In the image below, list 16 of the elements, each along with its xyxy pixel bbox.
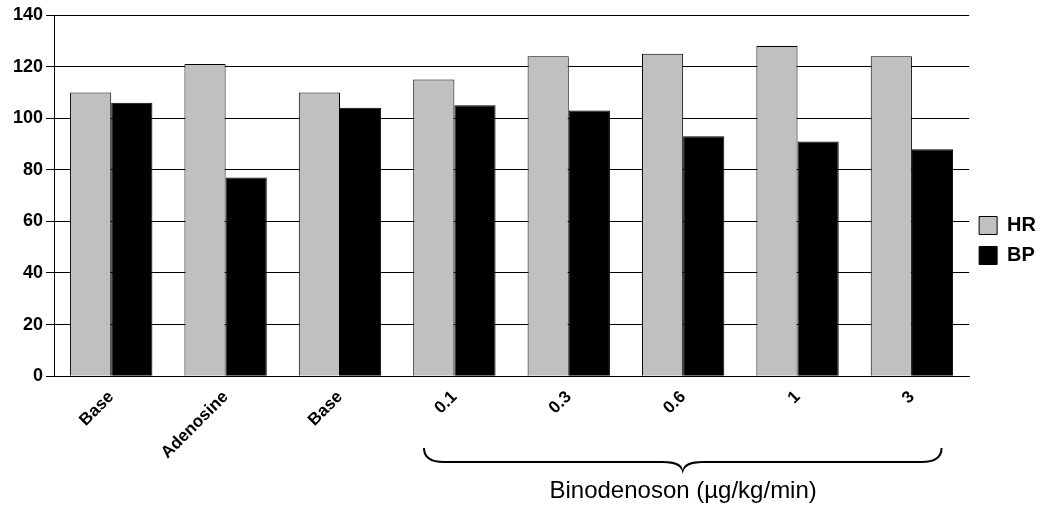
legend-label: HR bbox=[1007, 213, 1037, 236]
text: Binodenoson (µg/kg/min) bbox=[549, 476, 817, 505]
y-tick-label: 40 bbox=[23, 261, 44, 282]
x-tick-label: 1 bbox=[783, 387, 804, 408]
x-tick-label: 3 bbox=[897, 387, 919, 408]
y-tick-label: 100 bbox=[12, 107, 44, 128]
y-tick-label: 60 bbox=[23, 210, 44, 231]
x-tick-label: 0.3 bbox=[544, 387, 575, 418]
legend-label: BP bbox=[1007, 243, 1035, 266]
x-tick-label: 0.6 bbox=[659, 387, 690, 418]
x-tick-label: 0.1 bbox=[430, 387, 461, 418]
y-tick-label: 120 bbox=[12, 55, 44, 76]
y-tick-label: 0 bbox=[33, 365, 44, 386]
y-tick-label: 80 bbox=[23, 158, 44, 179]
y-tick-label: 20 bbox=[23, 313, 44, 334]
y-tick-label: 140 bbox=[12, 3, 44, 24]
